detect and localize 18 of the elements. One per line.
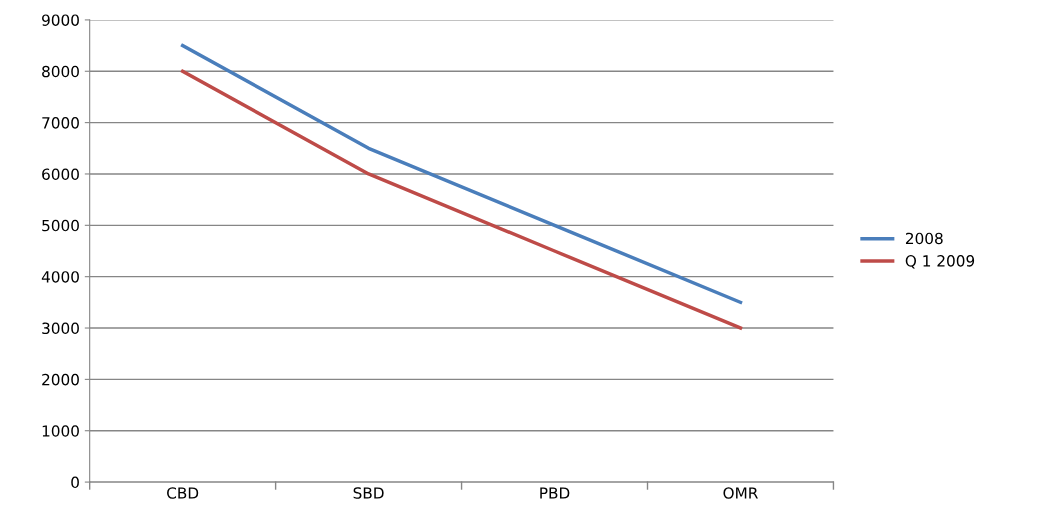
y-tick-label: 1000 — [42, 425, 79, 437]
x-tick-label: SBD — [353, 487, 384, 499]
x-tick-label: OMR — [723, 487, 758, 499]
y-tick-label: 8000 — [42, 65, 79, 78]
line-series — [180, 43, 743, 305]
legend-label: Q 1 2009 — [905, 255, 975, 269]
y-tick-label: 4000 — [41, 271, 79, 283]
y-tick-label: 9000 — [42, 14, 79, 26]
y-tick-label: 5000 — [42, 219, 79, 232]
x-tick-label: CBD — [167, 487, 199, 499]
y-tick-label: 2000 — [42, 373, 79, 386]
legend-label: 2008 — [905, 232, 943, 245]
y-tick-label: 0 — [71, 476, 79, 489]
x-tick-label: PBD — [540, 487, 570, 499]
y-tick-label: 7000 — [42, 117, 79, 129]
line-series — [180, 69, 743, 330]
y-tick-label: 6000 — [42, 168, 79, 180]
y-tick-label: 3000 — [42, 322, 79, 335]
